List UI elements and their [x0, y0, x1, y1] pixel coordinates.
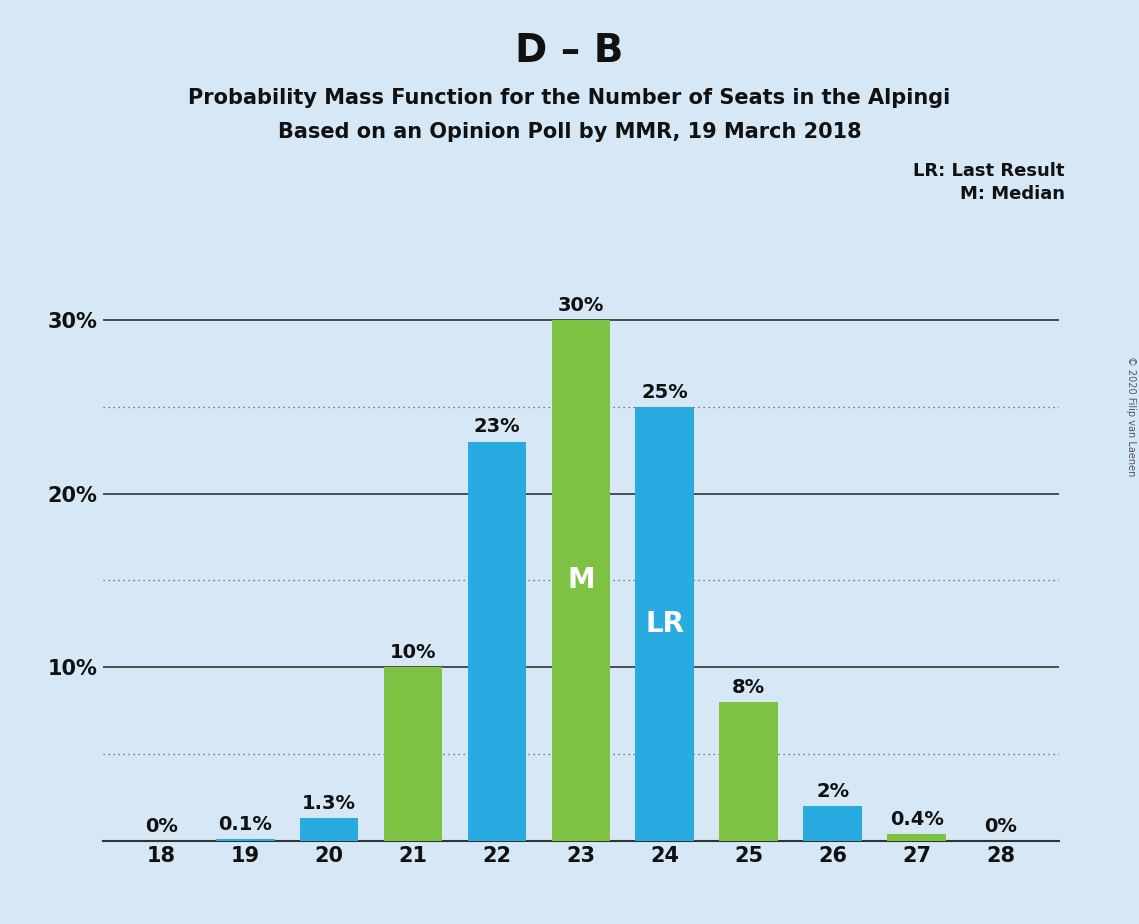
Text: 0.1%: 0.1% — [219, 815, 272, 833]
Text: Probability Mass Function for the Number of Seats in the Alpingi: Probability Mass Function for the Number… — [188, 88, 951, 108]
Bar — [636, 407, 694, 841]
Text: M: Median: M: Median — [960, 185, 1065, 202]
Text: 25%: 25% — [641, 383, 688, 402]
Text: 2%: 2% — [817, 782, 850, 801]
Bar — [300, 819, 359, 841]
Text: M: M — [567, 566, 595, 594]
Text: LR: Last Result: LR: Last Result — [913, 162, 1065, 179]
Bar — [551, 320, 611, 841]
Bar — [384, 667, 442, 841]
Text: D – B: D – B — [515, 32, 624, 70]
Bar — [215, 839, 274, 841]
Bar — [887, 833, 947, 841]
Text: 23%: 23% — [474, 418, 521, 436]
Text: 0%: 0% — [984, 817, 1017, 835]
Bar — [468, 442, 526, 841]
Text: © 2020 Filip van Laenen: © 2020 Filip van Laenen — [1126, 356, 1136, 476]
Text: 0%: 0% — [145, 817, 178, 835]
Text: 30%: 30% — [558, 296, 604, 315]
Text: 0.4%: 0.4% — [890, 809, 943, 829]
Text: 10%: 10% — [390, 643, 436, 662]
Bar — [720, 702, 778, 841]
Text: Based on an Opinion Poll by MMR, 19 March 2018: Based on an Opinion Poll by MMR, 19 Marc… — [278, 122, 861, 142]
Text: 8%: 8% — [732, 677, 765, 697]
Text: LR: LR — [646, 610, 685, 638]
Text: 1.3%: 1.3% — [302, 794, 357, 813]
Bar — [803, 806, 862, 841]
